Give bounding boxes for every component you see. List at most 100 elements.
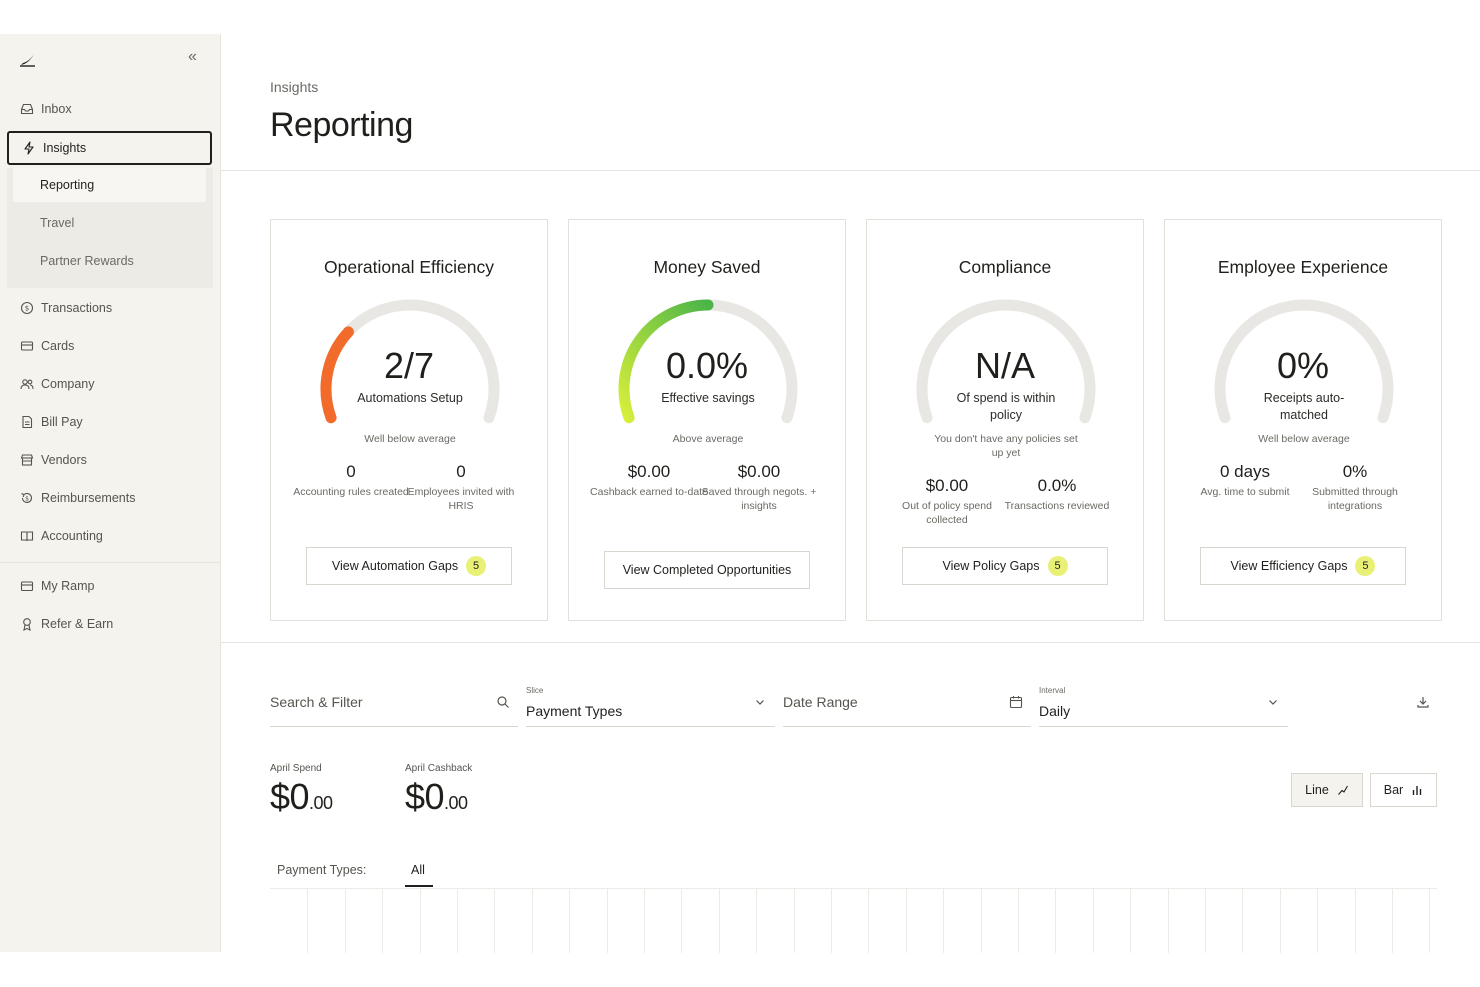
search-placeholder: Search & Filter <box>270 694 363 710</box>
card-title: Money Saved <box>653 257 761 277</box>
chart-gridline <box>980 889 982 953</box>
gauge-arc <box>1214 299 1394 424</box>
view-gaps-button[interactable]: View Efficiency Gaps 5 <box>1200 547 1406 585</box>
chart-gridline <box>419 889 421 953</box>
sidebar-item-label: Transactions <box>41 301 113 315</box>
date-range-field[interactable]: Date Range <box>783 679 1031 727</box>
sidebar-subitem-partner-rewards[interactable]: Partner Rewards <box>40 254 134 268</box>
calendar-icon[interactable] <box>1009 695 1023 709</box>
svg-text:$: $ <box>25 305 29 313</box>
card-stat: 0 days Avg. time to submit <box>1185 462 1305 499</box>
sidebar-item-label: Reimbursements <box>41 491 136 505</box>
ramp-logo-icon[interactable] <box>18 50 38 68</box>
gauge-value: 0.0% <box>665 345 749 386</box>
card-stat: 0.0% Transactions reviewed <box>997 476 1117 513</box>
inbox-icon <box>20 102 34 116</box>
stat-value: $0.00 <box>627 462 671 481</box>
stat-label: Avg. time to submit <box>1200 486 1290 498</box>
sidebar-item-inbox[interactable]: Inbox <box>7 92 212 126</box>
chart-gridline <box>494 889 496 953</box>
sidebar-subitem-reporting[interactable]: Reporting <box>13 168 206 202</box>
sidebar-item-cards[interactable]: Cards <box>7 329 212 363</box>
chart-gridline <box>868 889 870 953</box>
sidebar-item-refer-earn[interactable]: Refer & Earn <box>7 607 212 641</box>
sidebar-item-insights[interactable]: Insights <box>7 131 212 165</box>
card-stat: $0.00 Saved through negots. + insights <box>699 462 819 513</box>
wallet-icon <box>20 579 34 593</box>
chart-gridline <box>531 889 533 953</box>
interval-select[interactable]: Interval Daily <box>1039 679 1288 727</box>
button-label: View Automation Gaps <box>331 559 459 573</box>
card-stat: 0 Employees invited with HRIS <box>401 462 521 513</box>
chart-type-line-button[interactable]: Line <box>1291 773 1363 807</box>
chart-gridline <box>756 889 758 953</box>
chart-gridline <box>457 889 458 953</box>
breadcrumb[interactable]: Insights <box>270 79 319 95</box>
header-divider <box>221 170 1480 171</box>
card-stat: 0 Accounting rules created <box>291 462 411 499</box>
gauge-arc <box>916 299 1096 424</box>
bar-label: Bar <box>1383 783 1404 797</box>
card-stat: $0.00 Cashback earned to-date <box>589 462 709 499</box>
chart-gridline <box>1429 889 1431 953</box>
page-title: Reporting <box>270 106 413 144</box>
insights-submenu: Reporting Travel Partner Rewards <box>7 168 213 288</box>
chart-gridline <box>943 889 945 953</box>
view-gaps-button[interactable]: View Policy Gaps 5 <box>902 547 1108 585</box>
gauge-benchmark-note: Above average <box>672 433 744 445</box>
gauge-arc <box>320 299 500 424</box>
gauge-label: Effective savings <box>661 391 755 405</box>
gauge-value: N/A <box>974 345 1035 386</box>
sidebar-item-label: Vendors <box>41 453 87 467</box>
stat-value: 0.0% <box>1037 476 1077 495</box>
chart-gridline <box>681 889 683 953</box>
sidebar-item-bill-pay[interactable]: Bill Pay <box>7 405 212 439</box>
chart-gridline <box>307 889 309 953</box>
sidebar-item-label: Inbox <box>41 102 72 116</box>
collapse-sidebar-button[interactable]: « <box>188 48 197 65</box>
search-icon[interactable] <box>496 695 510 709</box>
stat-value: 0 days <box>1219 462 1271 481</box>
gauge-label: Automations Setup <box>357 391 463 405</box>
sidebar-item-reimbursements[interactable]: $ Reimbursements <box>7 481 212 515</box>
stat-value: 0 <box>346 462 356 481</box>
chart-gridline <box>793 889 795 953</box>
sidebar-divider <box>0 562 221 563</box>
chart-gridline <box>344 889 346 953</box>
sidebar-item-label: My Ramp <box>41 579 95 593</box>
tab-underline <box>405 885 433 887</box>
sidebar-item-label: Company <box>41 377 95 391</box>
card-title: Employee Experience <box>1217 257 1389 277</box>
chart-gridline <box>718 889 720 953</box>
bill-icon <box>20 415 34 429</box>
kpi-april-cashback: April Cashback $0.00 <box>405 763 472 818</box>
stat-value: 0% <box>1342 462 1368 481</box>
sidebar-item-transactions[interactable]: $ Transactions <box>7 291 212 325</box>
view-gaps-button[interactable]: View Automation Gaps 5 <box>306 547 512 585</box>
sidebar-subitem-travel[interactable]: Travel <box>40 216 75 230</box>
stat-label: Saved through negots. + insights <box>701 486 817 512</box>
kpi-april-spend: April Spend $0.00 <box>270 763 333 818</box>
chart-gridline <box>606 889 608 953</box>
gauge-fill <box>618 299 714 424</box>
slice-select[interactable]: Slice Payment Types <box>526 679 775 727</box>
sidebar-item-vendors[interactable]: Vendors <box>7 443 212 477</box>
card-employee-experience: Employee Experience 0% Receipts auto-match… <box>1164 219 1442 621</box>
sidebar-item-accounting[interactable]: Accounting <box>7 519 212 553</box>
sidebar-item-company[interactable]: Company <box>7 367 212 401</box>
interval-label: Interval <box>1039 686 1066 695</box>
ribbon-icon <box>20 617 34 631</box>
refund-icon: $ <box>20 491 34 505</box>
count-badge: 5 <box>466 556 487 576</box>
search-filter-field[interactable]: Search & Filter <box>270 679 518 727</box>
slice-value: Payment Types <box>526 703 623 719</box>
sidebar-item-label: Bill Pay <box>41 415 83 429</box>
view-gaps-button[interactable]: View Completed Opportunities <box>604 551 810 589</box>
chart-gridline <box>905 889 907 953</box>
chart-gridline <box>1392 889 1393 953</box>
stat-label: Out of policy spend collected <box>902 500 992 526</box>
chart-type-bar-button[interactable]: Bar <box>1370 773 1437 807</box>
payment-type-tab-all[interactable]: All <box>411 863 425 877</box>
sidebar-item-my-ramp[interactable]: My Ramp <box>7 569 212 603</box>
download-icon[interactable] <box>1416 695 1430 709</box>
